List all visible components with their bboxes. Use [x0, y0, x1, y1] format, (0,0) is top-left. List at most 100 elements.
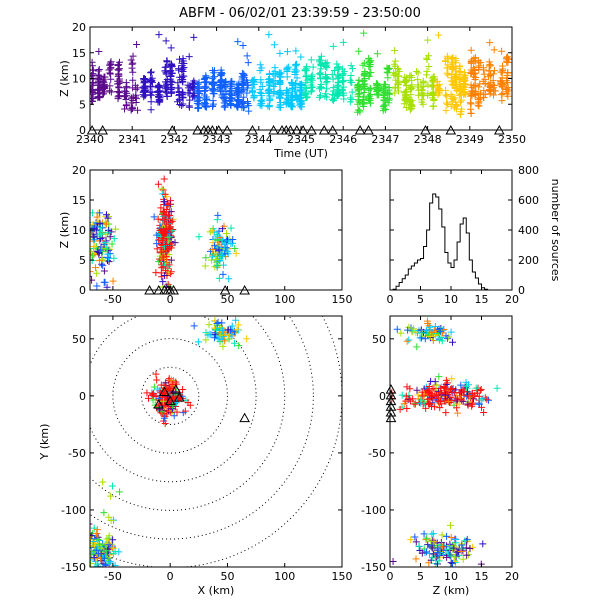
- source-mark: [102, 218, 110, 226]
- x-axis-label: X (km): [198, 584, 235, 597]
- source-mark: [316, 56, 324, 64]
- source-mark: [104, 214, 112, 222]
- source-mark: [243, 89, 251, 97]
- source-mark: [165, 211, 173, 219]
- source-mark: [446, 385, 454, 393]
- source-mark: [297, 81, 305, 89]
- source-mark: [405, 336, 413, 344]
- source-mark: [78, 208, 85, 215]
- source-mark: [493, 384, 501, 392]
- source-mark: [103, 548, 111, 556]
- station-marker: [297, 124, 309, 135]
- source-mark: [330, 97, 338, 105]
- y-tick-label: 10: [72, 224, 86, 237]
- source-mark: [195, 233, 203, 241]
- source-mark: [90, 275, 93, 277]
- source-mark: [498, 97, 506, 105]
- source-mark: [423, 71, 431, 79]
- source-mark: [503, 53, 511, 61]
- source-mark: [340, 77, 348, 85]
- source-mark: [213, 320, 221, 328]
- source-mark: [301, 66, 309, 74]
- source-mark: [115, 77, 123, 85]
- source-mark: [238, 87, 246, 95]
- source-mark: [443, 532, 451, 540]
- source-mark: [338, 89, 346, 97]
- source-mark: [92, 546, 100, 554]
- source-mark: [354, 108, 362, 116]
- source-mark: [155, 31, 163, 39]
- source-mark: [160, 175, 168, 183]
- y-tick-label: 20: [72, 21, 86, 34]
- source-mark: [159, 278, 167, 286]
- source-mark: [95, 47, 103, 55]
- source-mark: [114, 61, 122, 69]
- source-mark: [220, 222, 228, 230]
- source-mark: [94, 74, 102, 82]
- source-mark: [116, 488, 124, 496]
- source-mark: [489, 70, 497, 78]
- source-mark: [222, 229, 230, 237]
- x-axis-label: Time (UT): [273, 147, 328, 160]
- y-tick-label: 20: [72, 164, 86, 177]
- source-mark: [101, 239, 109, 247]
- source-mark: [244, 81, 252, 89]
- source-mark: [334, 79, 342, 87]
- source-mark: [264, 102, 272, 110]
- source-mark: [93, 269, 101, 277]
- source-mark: [158, 264, 166, 272]
- source-mark: [147, 91, 155, 99]
- station-marker: [385, 395, 397, 406]
- source-mark: [95, 550, 103, 558]
- source-mark: [90, 549, 91, 551]
- station-marker: [385, 412, 397, 423]
- source-mark: [165, 200, 173, 208]
- source-mark: [178, 77, 186, 85]
- source-mark: [235, 321, 243, 329]
- source-mark: [107, 88, 115, 96]
- source-mark: [146, 91, 154, 99]
- source-mark: [95, 66, 103, 74]
- source-mark: [219, 332, 227, 340]
- source-mark: [390, 60, 398, 68]
- source-mark: [307, 88, 315, 96]
- y-tick-label: -50: [368, 447, 386, 460]
- x-height-panel: -50 0 50 100 150 0 5 10 15 20 Z (km): [58, 164, 353, 306]
- source-mark: [504, 58, 512, 66]
- source-mark: [403, 337, 411, 345]
- source-mark: [385, 84, 393, 92]
- source-mark: [309, 63, 317, 71]
- source-mark: [208, 227, 216, 235]
- x-tick-label: 2350: [498, 133, 526, 146]
- source-mark: [461, 89, 469, 97]
- source-mark: [122, 88, 130, 96]
- station-marker: [327, 124, 339, 135]
- source-mark: [292, 79, 300, 87]
- source-mark: [90, 257, 92, 259]
- source-mark: [393, 64, 401, 72]
- source-mark: [442, 91, 450, 99]
- time-height-points: [90, 29, 512, 118]
- x-tick-label: 2341: [118, 133, 146, 146]
- source-mark: [452, 536, 460, 544]
- source-mark: [323, 74, 331, 82]
- source-mark: [379, 107, 387, 115]
- histogram-line: [390, 193, 491, 291]
- source-mark: [486, 39, 494, 47]
- source-mark: [228, 322, 236, 330]
- source-mark: [105, 258, 113, 266]
- station-marker: [306, 124, 317, 135]
- source-mark: [424, 541, 432, 549]
- source-mark: [292, 47, 300, 55]
- source-mark: [354, 92, 362, 100]
- source-mark: [323, 85, 331, 93]
- source-mark: [426, 399, 434, 407]
- source-mark: [147, 82, 155, 90]
- source-mark: [432, 381, 440, 389]
- source-mark: [421, 335, 429, 343]
- source-mark: [161, 198, 169, 206]
- source-mark: [258, 96, 266, 104]
- source-mark: [499, 89, 507, 97]
- source-mark: [504, 92, 512, 100]
- source-mark: [153, 245, 161, 253]
